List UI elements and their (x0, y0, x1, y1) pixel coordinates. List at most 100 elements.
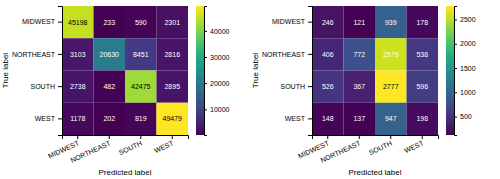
tick: NORTHEAST (69, 135, 112, 164)
data-label: 121 (353, 19, 365, 26)
tick-label: 2500 (460, 16, 476, 23)
data-labels: 2461219391784067722579538526367277759614… (322, 19, 428, 123)
tick: 30000 (204, 54, 230, 61)
tick-label: 30000 (210, 54, 230, 61)
cell (344, 38, 376, 70)
cell (407, 6, 439, 38)
tick-mark (204, 83, 207, 84)
tick-label: WEST (35, 115, 56, 122)
tick: MIDWEST (22, 18, 62, 25)
tick: SOUTH (118, 135, 143, 156)
tick-mark (140, 135, 141, 139)
data-label: 49479 (163, 115, 183, 122)
cell (407, 38, 439, 70)
tick: SOUTH (281, 83, 313, 90)
data-label: 1178 (70, 115, 85, 122)
tick-mark (308, 118, 312, 119)
tick: 2500 (454, 16, 476, 23)
axis-line (313, 136, 439, 140)
tick-mark (390, 135, 391, 139)
cells (62, 6, 188, 135)
data-label: 246 (322, 19, 334, 26)
tick: 2000 (454, 40, 476, 47)
tick-mark (454, 92, 457, 93)
tick-mark (58, 22, 62, 23)
cell (125, 71, 157, 103)
tick-mark (77, 135, 78, 139)
y-axis-title: True label (251, 53, 260, 89)
axis-line (455, 7, 458, 136)
x-axis: MIDWESTNORTHEASTSOUTHWEST (297, 135, 438, 164)
tick-mark (58, 86, 62, 87)
tick-label: 500 (460, 113, 472, 120)
axis-line (205, 7, 208, 136)
tick-mark (308, 86, 312, 87)
data-label: 137 (353, 115, 365, 122)
data-label: 202 (103, 115, 115, 122)
data-label: 596 (416, 83, 428, 90)
tick-label: 1000 (460, 89, 476, 96)
data-label: 20630 (100, 51, 120, 58)
colorbar-gradient (446, 6, 454, 135)
axis-line (308, 7, 313, 136)
tick: 1000 (454, 89, 476, 96)
tick-mark (327, 135, 328, 139)
cell (312, 71, 344, 103)
tick-mark (454, 19, 457, 20)
tick-mark (58, 54, 62, 55)
data-label: 45198 (68, 19, 88, 26)
tick-label: WEST (153, 139, 175, 154)
cell (407, 71, 439, 103)
cell (312, 38, 344, 70)
tick: WEST (35, 115, 62, 122)
tick-label: MIDWEST (22, 18, 56, 25)
cell (375, 38, 407, 70)
tick-label: SOUTH (368, 139, 393, 156)
tick: NORTHEAST (262, 51, 312, 58)
tick-mark (308, 22, 312, 23)
tick-label: NORTHEAST (12, 51, 56, 58)
data-label: 406 (322, 51, 334, 58)
data-label: 148 (322, 115, 334, 122)
tick-mark (109, 135, 110, 139)
panel: 2461219391784067722579538526367277759614… (251, 6, 476, 177)
tick: SOUTH (31, 83, 63, 90)
tick-label: WEST (403, 139, 425, 154)
data-label: 198 (416, 115, 428, 122)
cell (62, 103, 94, 135)
cell (157, 6, 189, 38)
tick: 10000 (204, 106, 230, 113)
tick-mark (58, 118, 62, 119)
cell (62, 71, 94, 103)
data-label: 590 (135, 19, 147, 26)
tick-mark (359, 135, 360, 139)
tick: WEST (403, 135, 425, 154)
cell (157, 71, 189, 103)
tick-mark (454, 68, 457, 69)
colorbar-axis: 10000 20000 30000 40000 (204, 7, 230, 136)
tick: WEST (153, 135, 175, 154)
x-axis-title: Predicted label (99, 168, 152, 177)
tick: WEST (285, 115, 312, 122)
tick: NORTHEAST (319, 135, 362, 164)
cells (312, 6, 438, 135)
cell (344, 103, 376, 135)
data-label: 819 (135, 115, 147, 122)
tick-label: MIDWEST (272, 18, 306, 25)
tick-mark (204, 57, 207, 58)
data-label: 2301 (164, 19, 180, 26)
data-label: 3103 (70, 51, 86, 58)
colorbar-axis: 5001000150020002500 (454, 7, 476, 136)
colorbar: 5001000150020002500 (446, 6, 476, 136)
data-label: 2895 (164, 83, 180, 90)
tick: NORTHEAST (12, 51, 62, 58)
tick-label: 40000 (210, 28, 230, 35)
data-label: 178 (416, 19, 428, 26)
cell (62, 38, 94, 70)
tick-mark (454, 44, 457, 45)
cell (312, 6, 344, 38)
axis-line (63, 136, 189, 140)
data-label: 42475 (131, 83, 151, 90)
cell (375, 6, 407, 38)
tick-label: 20000 (210, 80, 230, 87)
